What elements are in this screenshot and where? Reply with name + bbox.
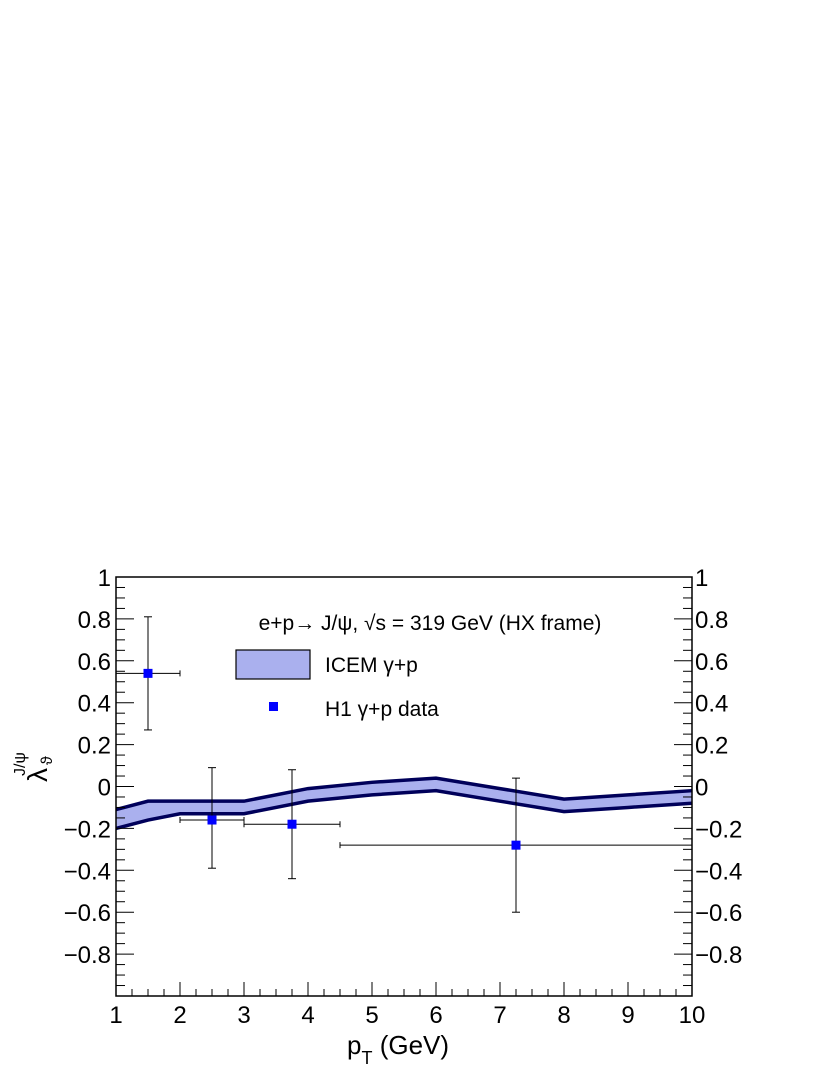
data-point-2 — [179, 767, 245, 869]
y-tick-label-right: 0.6 — [695, 649, 728, 676]
x-axis-title-main: p — [347, 1030, 361, 1060]
tick-labels: 1 2 3 4 5 6 7 8 9 101 10.8 0.80.6 0.60.4 0.40.2 0.20 0−… — [64, 565, 743, 1029]
x-axis-title: pT (GeV) — [347, 1030, 449, 1068]
band-upper-edge — [115, 776, 693, 812]
y-axis-title-main: λ — [22, 768, 53, 782]
data-marker — [287, 819, 297, 829]
x-tick-label: 3 — [237, 1002, 250, 1029]
x-tick-label: 10 — [679, 1002, 706, 1029]
data-marker — [143, 668, 153, 678]
x-tick-label: 6 — [429, 1002, 442, 1029]
y-tick-label-right: 0.4 — [695, 691, 728, 718]
y-tick-label-right: 1 — [695, 565, 708, 592]
y-tick-label-left: 1 — [98, 565, 111, 592]
y-tick-label-left: −0.2 — [64, 816, 111, 843]
legend-label-icem: ICEM γ+p — [325, 654, 418, 677]
x-tick-label: 7 — [493, 1002, 506, 1029]
y-tick-label-left: 0.6 — [78, 649, 111, 676]
band-lower-edge — [115, 788, 693, 831]
band-area — [116, 778, 692, 829]
y-axis-title-sup: J/ψ — [12, 752, 29, 776]
y-tick-label-left: −0.8 — [64, 942, 111, 969]
y-tick-label-right: −0.8 — [695, 942, 742, 969]
data-marker — [207, 815, 217, 825]
y-tick-label-left: 0.8 — [78, 607, 111, 634]
axis-ticks — [115, 576, 693, 997]
y-tick-label-right: −0.4 — [695, 858, 742, 885]
annotation-text: e+p→ J/ψ, √s = 319 GeV (HX frame) — [259, 612, 602, 635]
x-tick-label: 4 — [301, 1002, 314, 1029]
y-tick-label-left: −0.6 — [64, 900, 111, 927]
model-band-layer — [115, 776, 693, 831]
data-points-layer — [115, 616, 693, 913]
legend: ICEM γ+p H1 γ+p data — [235, 649, 439, 721]
y-tick-label-left: 0.4 — [78, 691, 111, 718]
y-tick-label-right: 0.2 — [695, 733, 728, 760]
legend-point-swatch — [269, 702, 278, 711]
legend-label-h1: H1 γ+p data — [325, 698, 439, 721]
data-marker — [511, 840, 521, 850]
data-point-1 — [115, 616, 181, 731]
x-tick-label: 5 — [365, 1002, 378, 1029]
legend-band-swatch — [235, 649, 311, 680]
y-tick-label-left: 0.2 — [78, 733, 111, 760]
y-tick-label-left: 0 — [98, 775, 111, 802]
data-point-3 — [243, 769, 341, 880]
x-tick-label: 2 — [173, 1002, 186, 1029]
y-axis-title: λ ϑ J/ψ — [12, 752, 56, 782]
x-axis-title-rest: (GeV) — [372, 1030, 449, 1060]
x-tick-label: 1 — [109, 1002, 122, 1029]
y-tick-label-right: −0.6 — [695, 900, 742, 927]
y-tick-label-right: 0.8 — [695, 607, 728, 634]
y-tick-label-right: 0 — [695, 775, 708, 802]
x-tick-label: 8 — [557, 1002, 570, 1029]
y-tick-label-right: −0.2 — [695, 816, 742, 843]
y-axis-title-sub: ϑ — [39, 756, 56, 765]
x-axis-title-sub: T — [361, 1048, 372, 1068]
y-tick-label-left: −0.4 — [64, 858, 111, 885]
x-tick-label: 9 — [621, 1002, 634, 1029]
